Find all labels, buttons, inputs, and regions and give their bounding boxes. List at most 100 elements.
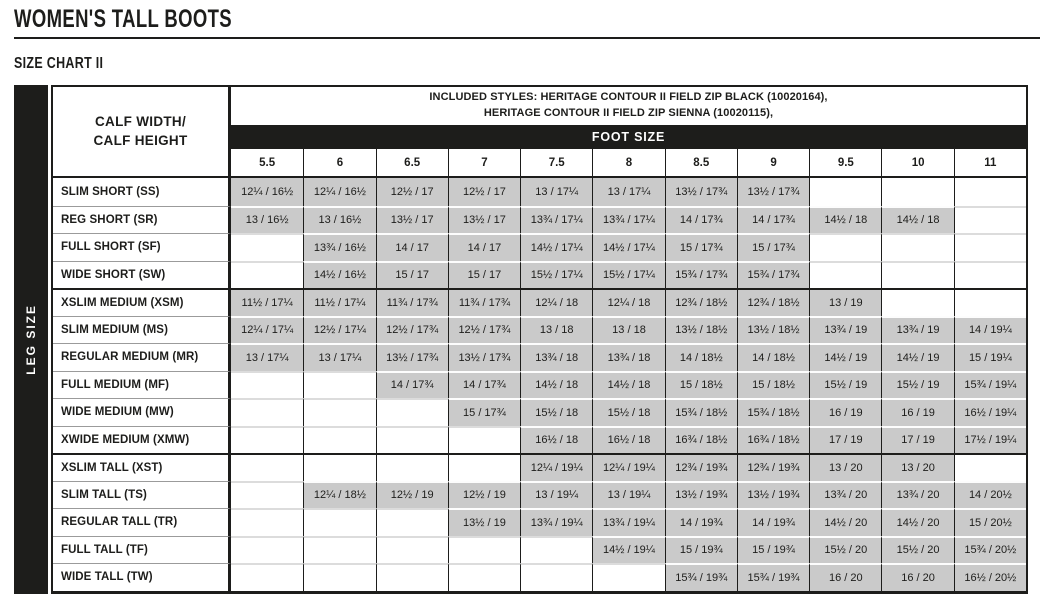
foot-size-column-header: 8.5 [664,149,737,179]
size-cell: 13½ / 19¾ [664,480,737,509]
size-cell: 11½ / 17¼ [303,288,376,316]
corner-label-line2: CALF HEIGHT [93,132,188,148]
size-cell: 12¾ / 18½ [664,288,737,316]
size-cell: 12½ / 17 [447,178,521,206]
foot-size-column-header: 8 [592,149,665,179]
size-cell [375,563,448,591]
size-cell [231,563,304,591]
size-cell [231,480,304,509]
size-cell: 14½ / 20 [809,508,882,536]
size-cell: 16 / 19 [881,398,954,426]
size-cell: 16 / 19 [809,398,882,426]
size-cell [231,370,304,399]
size-cell: 17 / 19 [809,425,882,454]
size-cell: 13½ / 17¾ [375,343,448,371]
row-label: SLIM SHORT (SS) [53,178,231,206]
size-cell: 13½ / 19 [447,508,521,536]
size-cell: 16¾ / 18½ [664,425,737,454]
size-cell [447,425,521,454]
size-cell [231,425,304,454]
size-cell: 16 / 20 [809,563,882,591]
row-label: WIDE TALL (TW) [53,563,231,591]
size-cell [953,288,1026,316]
size-cell [375,425,448,454]
size-cell: 13 / 18 [592,315,665,344]
calf-width-height-header: CALF WIDTH/ CALF HEIGHT [53,87,231,179]
size-cell: 13¾ / 20 [881,480,954,509]
size-cell: 16½ / 19¼ [953,398,1026,426]
size-cell: 14 / 17¾ [375,370,448,399]
size-cell [881,260,954,289]
corner-label-line1: CALF WIDTH/ [94,113,187,129]
row-label: XWIDE MEDIUM (XMW) [53,425,231,454]
size-cell [231,260,304,289]
size-cell: 15½ / 20 [809,535,882,564]
size-cell: 15¾ / 18½ [664,398,737,426]
size-cell: 15½ / 19 [881,370,954,399]
included-styles-line1: INCLUDED STYLES: HERITAGE CONTOUR II FIE… [429,91,828,104]
size-cell: 12¼ / 18½ [303,480,376,509]
chart-subtitle-wrap: SIZE CHART II [14,55,1047,73]
size-cell: 15 / 18½ [664,370,737,399]
size-cell: 12¾ / 19¾ [664,453,737,481]
size-cell [375,508,448,536]
size-cell: 13¾ / 19 [881,315,954,344]
leg-size-sidebar: LEG SIZE [14,85,48,594]
size-cell: 14 / 17 [447,233,521,261]
size-cell: 13 / 20 [809,453,882,481]
size-cell: 13¾ / 17¼ [520,205,593,234]
size-cell [375,535,448,564]
row-label: REGULAR TALL (TR) [53,508,231,536]
size-cell: 13½ / 17¾ [664,178,737,206]
size-cell: 13¾ / 18 [520,343,593,371]
foot-size-column-header: 9.5 [809,149,882,179]
size-cell: 12¼ / 17¼ [231,315,304,344]
foot-size-column-header: 7.5 [520,149,593,179]
size-cell: 15½ / 19 [809,370,882,399]
size-cell [303,563,376,591]
size-cell: 16¾ / 18½ [736,425,810,454]
size-cell [447,563,521,591]
size-cell: 16½ / 18 [592,425,665,454]
size-cell: 13¾ / 20 [809,480,882,509]
size-cell: 14 / 20½ [953,480,1026,509]
size-cell [303,453,376,481]
size-cell: 13¾ / 18 [592,343,665,371]
size-cell: 14½ / 18 [881,205,954,234]
size-cell: 14½ / 18 [520,370,593,399]
size-cell: 14½ / 20 [881,508,954,536]
size-cell: 14 / 17 [375,233,448,261]
size-cell: 16½ / 20½ [953,563,1026,591]
size-cell: 15 / 19¾ [736,535,810,564]
row-label: XSLIM MEDIUM (XSM) [53,288,231,316]
size-cell: 13½ / 18½ [736,315,810,344]
size-cell: 12½ / 19 [447,480,521,509]
size-cell [303,508,376,536]
size-cell: 14½ / 19 [881,343,954,371]
size-cell: 11¾ / 17¾ [375,288,448,316]
size-cell: 14 / 19¼ [953,315,1026,344]
size-cell [520,535,593,564]
size-cell: 14 / 19¾ [664,508,737,536]
size-cell: 17 / 19 [881,425,954,454]
size-cell [953,178,1026,206]
size-cell: 12¼ / 18 [520,288,593,316]
size-cell [231,398,304,426]
size-cell: 13½ / 17¾ [447,343,521,371]
row-label: WIDE MEDIUM (MW) [53,398,231,426]
row-label: XSLIM TALL (XST) [53,453,231,481]
size-cell [231,233,304,261]
row-label: REGULAR MEDIUM (MR) [53,343,231,371]
size-cell: 14 / 18½ [664,343,737,371]
size-cell: 15½ / 20 [881,535,954,564]
size-cell: 13¾ / 16½ [303,233,376,261]
size-cell: 13 / 17¼ [592,178,665,206]
size-cell [592,563,665,591]
size-cell: 15 / 18½ [736,370,810,399]
size-cell [809,178,881,206]
page-title-wrap: WOMEN'S TALL BOOTS [14,6,1040,33]
row-label: FULL SHORT (SF) [53,233,231,261]
foot-size-column-header: 5.5 [231,149,304,179]
size-cell: 13¾ / 19¼ [592,508,665,536]
